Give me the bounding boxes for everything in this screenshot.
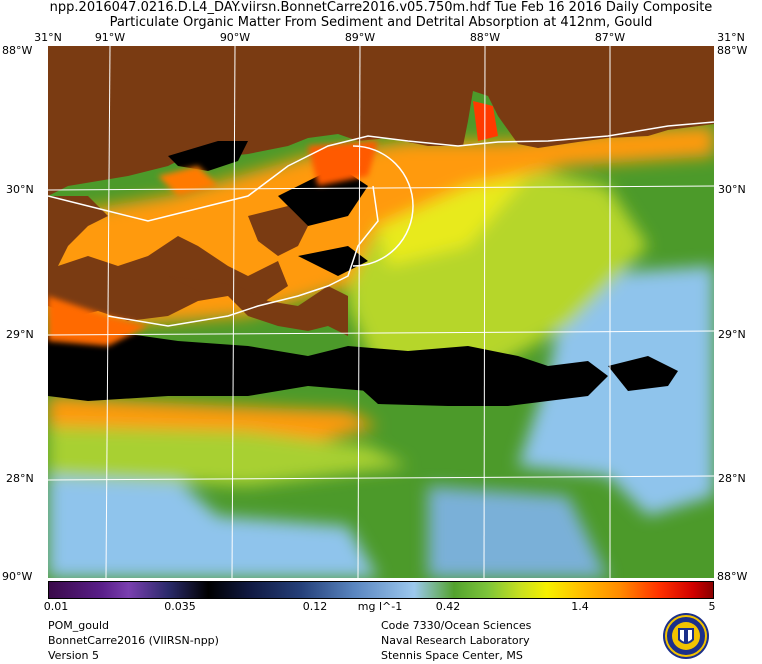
lat-label-28n-left: 28°N	[6, 472, 34, 485]
title-line-2: Particulate Organic Matter From Sediment…	[109, 15, 653, 30]
nodata-patch-east	[608, 356, 678, 391]
colorbar-tick-0035: 0.035	[164, 600, 196, 613]
lat-label-29n-left: 29°N	[6, 328, 34, 341]
coastline	[48, 121, 714, 222]
lat-label-29n-right: 29°N	[718, 328, 746, 341]
corner-lat-label: 31°N	[34, 31, 62, 44]
colorbar-tick-5: 5	[708, 600, 716, 613]
lon-label-91w: 91°W	[94, 31, 126, 44]
lon-label-90w: 90°W	[219, 31, 251, 44]
corner-label-top-right: 88°W	[717, 44, 748, 57]
title-line-1: npp.2016047.0216.D.L4_DAY.viirsn.BonnetC…	[49, 0, 713, 15]
lon-label-88w: 88°W	[469, 31, 501, 44]
mobile-bay	[473, 101, 498, 141]
lat-label-30n-left: 30°N	[6, 183, 34, 196]
lon-label-89w: 89°W	[344, 31, 376, 44]
footer-version: Version 5	[48, 649, 99, 662]
graticule	[48, 46, 714, 578]
lat-label-28n-right: 28°N	[718, 472, 746, 485]
inland-water	[278, 166, 368, 226]
inland-orange-2	[308, 141, 378, 186]
grid-line-30n	[48, 185, 714, 191]
land-mainland	[48, 46, 714, 196]
corner-label-bottom-right: 88°W	[717, 570, 748, 583]
footer-location: Stennis Space Center, MS	[381, 649, 523, 662]
lake-pontchartrain	[168, 141, 248, 171]
colorbar-unit: mg l^-1	[357, 600, 403, 613]
corner-lat-label-right: 31°N	[717, 31, 745, 44]
colorbar-tick-042: 0.42	[435, 600, 461, 613]
footer-lab: Naval Research Laboratory	[381, 634, 530, 647]
clear-water-east	[518, 266, 714, 516]
grid-line-29n	[48, 330, 714, 336]
corner-label-top-left: 88°W	[2, 44, 33, 57]
shelf-green-band	[48, 426, 408, 486]
colorbar-tick-14: 1.4	[571, 600, 589, 613]
inland-orange-1	[158, 166, 218, 196]
corner-label-bottom-left: 90°W	[2, 570, 33, 583]
land-delta-lobe	[248, 206, 308, 256]
grid-line-90w	[231, 46, 236, 578]
clear-water-southwest	[48, 471, 378, 578]
chandeleur-arc	[352, 145, 414, 267]
footer-product: POM_gould	[48, 619, 110, 632]
colorbar	[48, 581, 714, 599]
delta-coastline	[107, 185, 379, 327]
inland-orange-3	[48, 296, 148, 346]
footer-dataset: BonnetCarre2016 (VIIRSN-npp)	[48, 634, 219, 647]
footer-code: Code 7330/Ocean Sciences	[381, 619, 532, 632]
nodata-band-center	[348, 346, 608, 406]
grid-line-89w	[357, 46, 361, 578]
grid-line-88w	[483, 46, 486, 578]
lat-label-30n-right: 30°N	[718, 183, 746, 196]
colorbar-tick-012: 0.12	[302, 600, 328, 613]
clear-water-south	[428, 486, 608, 578]
grid-line-91w	[105, 46, 111, 578]
nrl-seal-logo	[663, 613, 709, 659]
satellite-map	[48, 46, 714, 578]
colorbar-tick-001: 0.01	[43, 600, 69, 613]
grid-line-28n	[48, 475, 714, 481]
lon-label-87w: 87°W	[594, 31, 626, 44]
nodata-band-west	[48, 331, 378, 401]
